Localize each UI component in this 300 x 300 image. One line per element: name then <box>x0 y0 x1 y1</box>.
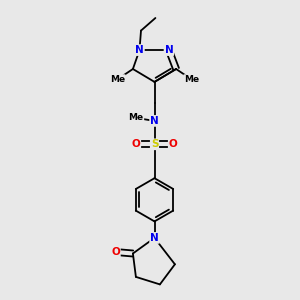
Text: O: O <box>111 247 120 257</box>
Text: Me: Me <box>184 75 199 84</box>
Text: O: O <box>169 139 178 149</box>
Text: Me: Me <box>128 113 143 122</box>
Text: Me: Me <box>110 75 125 84</box>
Text: N: N <box>150 233 159 243</box>
Text: S: S <box>151 139 158 149</box>
Text: N: N <box>150 116 159 126</box>
Text: N: N <box>135 45 144 55</box>
Text: O: O <box>131 139 140 149</box>
Text: N: N <box>164 45 173 55</box>
